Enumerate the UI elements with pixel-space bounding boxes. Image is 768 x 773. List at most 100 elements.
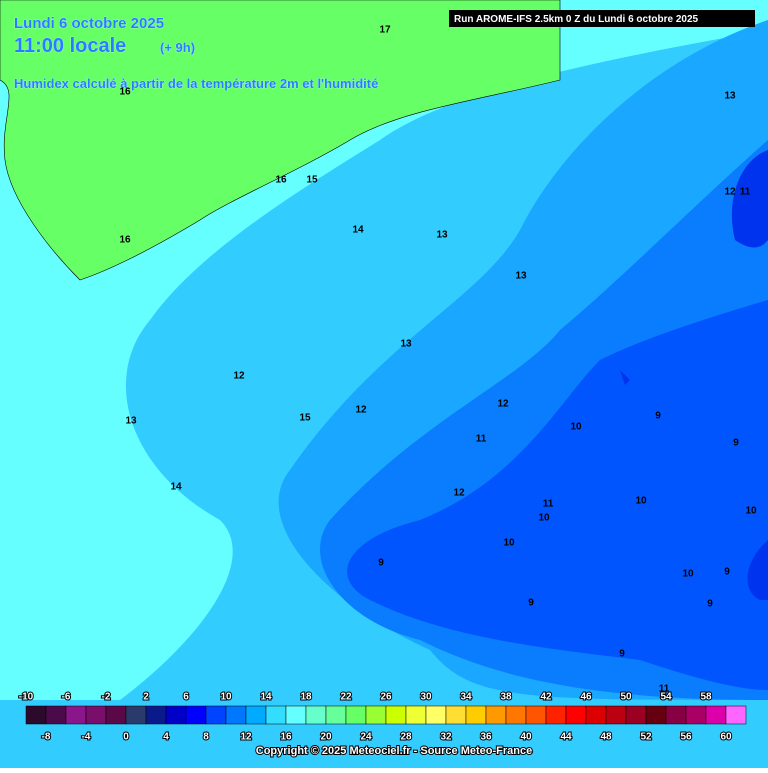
contour-label: 16 <box>119 87 131 98</box>
colorbar-bottom-label: 8 <box>203 732 209 743</box>
color-swatch <box>85 705 107 725</box>
contour-label: 11 <box>543 499 554 510</box>
colorbar-top-label: 6 <box>183 692 189 703</box>
color-swatch <box>445 705 467 725</box>
contour-label: 9 <box>733 438 739 449</box>
contour-label: 11 <box>659 684 670 695</box>
color-swatch <box>165 705 187 725</box>
color-swatch <box>45 705 67 725</box>
contour-label: 13 <box>724 91 736 102</box>
contour-label: 13 <box>515 271 527 282</box>
contour-label: 10 <box>503 538 515 549</box>
contour-label: 11 <box>740 187 751 198</box>
colorbar-bottom-label: 52 <box>640 732 652 743</box>
color-swatch <box>345 705 367 725</box>
color-swatch <box>625 705 647 725</box>
color-swatch <box>385 705 407 725</box>
colorbar-top-label: 34 <box>460 692 472 703</box>
color-swatch <box>525 705 547 725</box>
color-swatch <box>545 705 567 725</box>
color-swatch <box>265 705 287 725</box>
colorbar-bottom-label: 56 <box>680 732 692 743</box>
color-swatch <box>325 705 347 725</box>
contour-label: 9 <box>724 567 730 578</box>
contour-label: 10 <box>682 569 694 580</box>
color-swatch <box>185 705 207 725</box>
colorbar-bottom-label: 44 <box>560 732 572 743</box>
color-swatch <box>505 705 527 725</box>
colorbar-bottom-label: 32 <box>440 732 452 743</box>
contour-label: 12 <box>233 371 245 382</box>
color-swatch <box>645 705 667 725</box>
contour-label: 17 <box>379 25 391 36</box>
copyright: Copyright © 2025 Meteociel.fr - Source M… <box>256 745 532 757</box>
colorbar-bottom-label: 60 <box>720 732 732 743</box>
colorbar-bottom-label: 28 <box>400 732 412 743</box>
colorbar-top-label: 38 <box>500 692 512 703</box>
contour-label: 10 <box>745 506 757 517</box>
colorbar-top-label: 26 <box>380 692 392 703</box>
colorbar-bottom-label: 40 <box>520 732 532 743</box>
color-swatch <box>305 705 327 725</box>
contour-label: 9 <box>619 649 625 660</box>
colorbar-top-label: -6 <box>62 692 71 703</box>
colorbar-top-label: 46 <box>580 692 592 703</box>
colorbar-bottom-label: 4 <box>163 732 169 743</box>
contour-label: 14 <box>170 482 182 493</box>
contour-label: 9 <box>378 558 384 569</box>
contour-label: 13 <box>436 230 448 241</box>
color-swatch <box>225 705 247 725</box>
colorbar-bottom-label: -4 <box>82 732 91 743</box>
contour-label: 14 <box>352 225 364 236</box>
color-swatch <box>725 705 747 725</box>
colorbar-bottom-label: 20 <box>320 732 332 743</box>
color-swatch <box>145 705 167 725</box>
colorbar-top-label: 18 <box>300 692 312 703</box>
colorbar-bottom-label: 12 <box>240 732 252 743</box>
color-swatch <box>285 705 307 725</box>
contour-label: 12 <box>497 399 509 410</box>
colorbar-top-label: 30 <box>420 692 432 703</box>
contour-label: 16 <box>119 235 131 246</box>
colorbar-bottom-label: 0 <box>123 732 129 743</box>
contour-label: 9 <box>707 599 713 610</box>
region-8-10 <box>347 300 768 690</box>
run-box <box>449 10 755 27</box>
color-swatch <box>205 705 227 725</box>
color-swatch <box>125 705 147 725</box>
contour-label: 16 <box>275 175 287 186</box>
contour-label: 13 <box>400 339 412 350</box>
colorbar: -10 -6 -2 2 6 10 14 18 22 26 30 34 38 42 46 50 54 58-8 -4 0… <box>18 691 747 744</box>
date: Lundi 6 octobre 2025 <box>14 15 164 32</box>
region-16-18 <box>0 0 561 281</box>
contour-label: 9 <box>655 411 661 422</box>
contour-label: 13 <box>125 416 137 427</box>
colorbar-bottom-label: 48 <box>600 732 612 743</box>
colorbar-bottom-label: 16 <box>280 732 292 743</box>
contour-labels: 17 16 13 16 15 12 11 16 14 13 13 13 12 12 13 12 15 9 10 11 9… <box>119 25 757 695</box>
color-swatch <box>405 705 427 725</box>
color-swatch <box>465 705 487 725</box>
color-swatch <box>25 705 47 725</box>
color-swatch <box>485 705 507 725</box>
colorbar-top-label: 10 <box>220 692 232 703</box>
color-swatch <box>245 705 267 725</box>
contour-label: 10 <box>538 513 550 524</box>
color-swatch <box>425 705 447 725</box>
offset: (+ 9h) <box>160 40 195 55</box>
contour-label: 12 <box>724 187 736 198</box>
color-swatch <box>365 705 387 725</box>
colorbar-top-label: -10 <box>19 692 34 703</box>
contour-label: 10 <box>635 496 647 507</box>
color-swatch <box>605 705 627 725</box>
color-swatch <box>65 705 87 725</box>
run: Run AROME-IFS 2.5km 0 Z du Lundi 6 octob… <box>454 14 699 25</box>
colorbar-top-label: 42 <box>540 692 552 703</box>
colorbar-top-label: 22 <box>340 692 352 703</box>
contour-label: 15 <box>306 175 318 186</box>
color-swatch <box>585 705 607 725</box>
colorbar-top-label: 50 <box>620 692 632 703</box>
color-swatch <box>105 705 127 725</box>
contour-label: 11 <box>476 434 487 445</box>
